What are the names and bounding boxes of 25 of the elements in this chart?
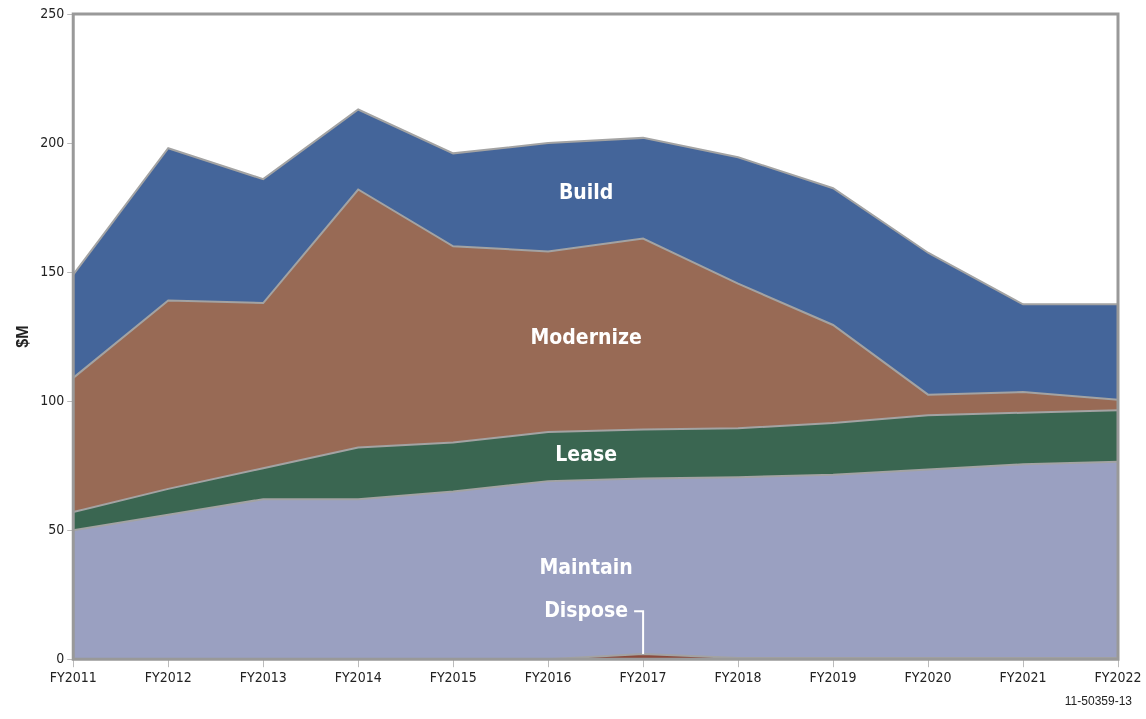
text: 11-50359-13 (1064, 694, 1132, 708)
y-tick-label: 0 (56, 649, 65, 666)
series-label: Dispose (544, 597, 629, 622)
x-tick-label: FY2021 (999, 669, 1047, 686)
x-tick-label: FY2018 (714, 669, 762, 686)
series-label: Maintain (539, 555, 633, 580)
y-tick-label: 150 (40, 262, 65, 279)
y-tick-label: 50 (48, 520, 65, 537)
x-tick-label: FY2022 (1094, 669, 1142, 686)
series-label: Modernize (530, 325, 642, 350)
x-tick-label: FY2019 (809, 669, 857, 686)
y-tick-label: 250 (40, 4, 65, 21)
series-label: Lease (555, 442, 617, 467)
x-tick-label: FY2012 (144, 669, 192, 686)
y-tick-label: 200 (40, 133, 65, 150)
y-tick-label: 100 (40, 391, 65, 408)
x-tick-label: FY2011 (49, 669, 97, 686)
x-tick-label: FY2015 (429, 669, 477, 686)
x-tick-label: FY2016 (524, 669, 572, 686)
x-tick-label: FY2020 (904, 669, 952, 686)
series-label: Build (558, 180, 614, 205)
x-tick-label: FY2014 (334, 669, 382, 686)
x-tick-label: FY2017 (619, 669, 667, 686)
x-tick-label: FY2013 (239, 669, 287, 686)
y-axis-title: $M (14, 325, 32, 348)
